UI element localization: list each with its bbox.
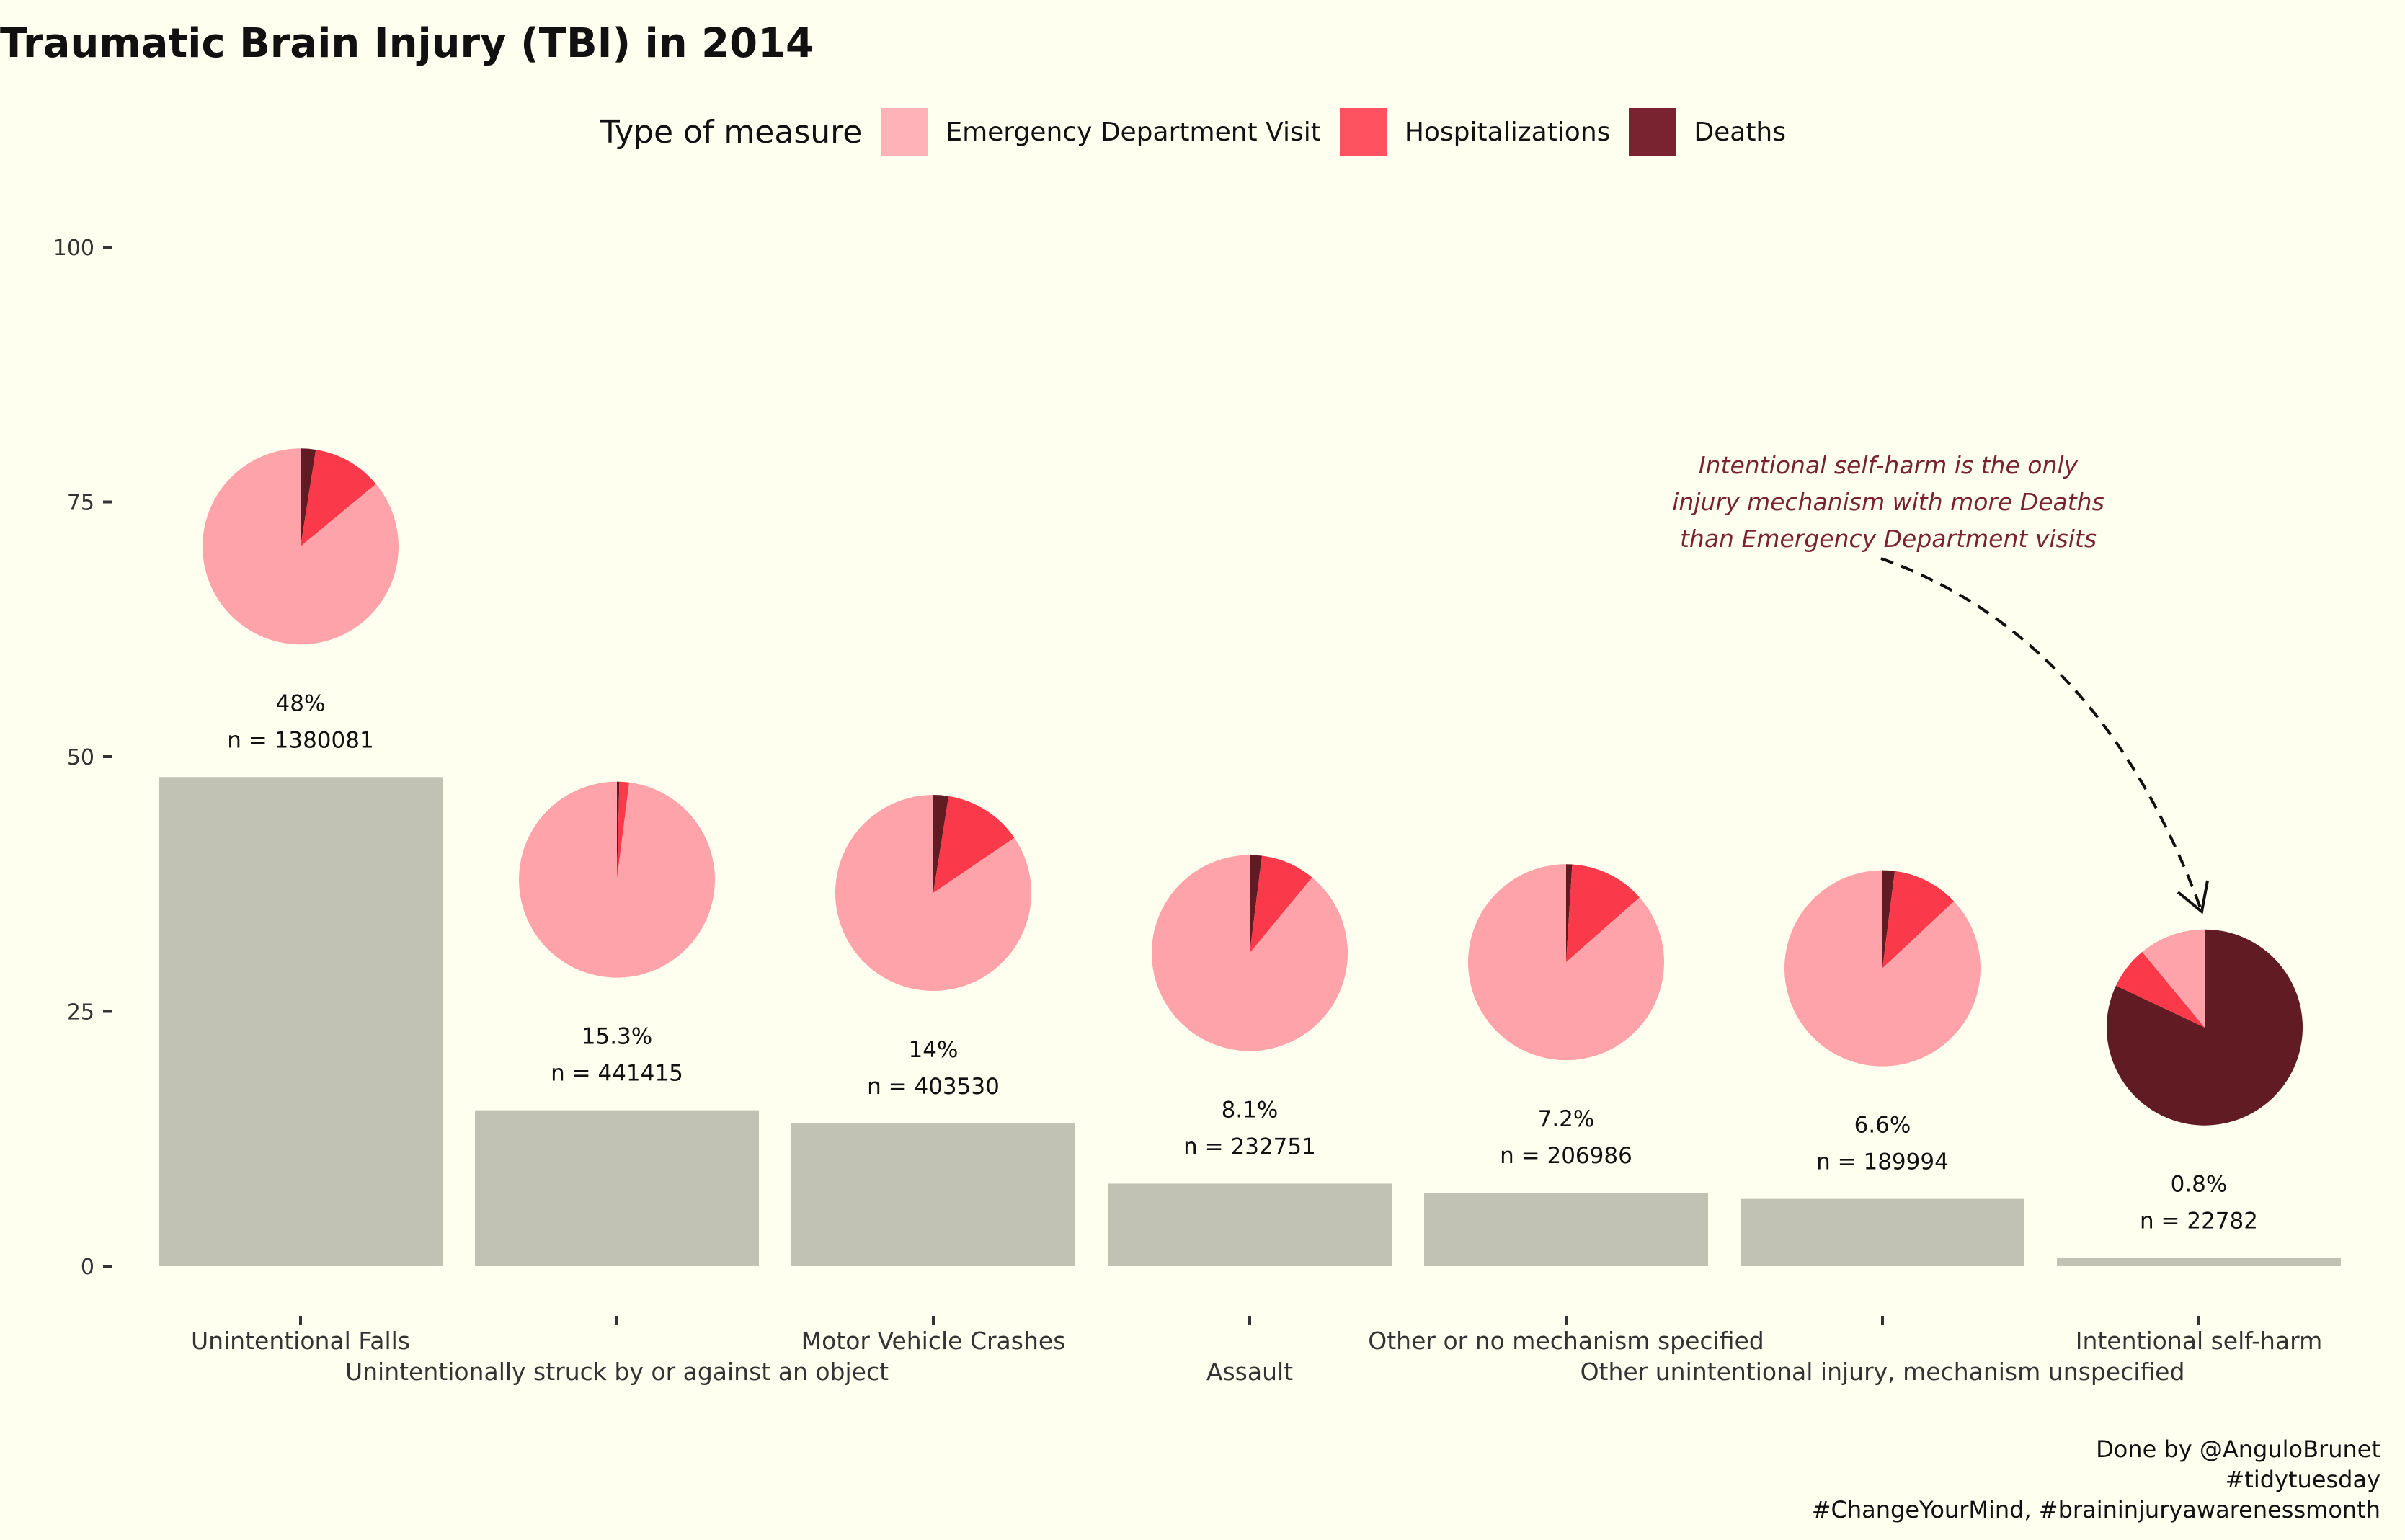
x-axis: Unintentional Falls Unintentionally struc… (191, 1316, 2322, 1386)
bar (2057, 1258, 2341, 1266)
bar-n-label: n = 1380081 (227, 727, 373, 753)
pie-chart (1784, 870, 1981, 1067)
bar-labels: 48% n = 1380081 15.3% n = 441415 14% n = 4035… (227, 690, 2258, 1234)
bar (475, 1110, 759, 1266)
legend-swatch-ed-visit (881, 108, 929, 156)
bar (1741, 1198, 2024, 1266)
pie-slice (1882, 870, 1895, 969)
bar-n-label: n = 189994 (1816, 1149, 1949, 1175)
legend-swatch-deaths (1629, 108, 1677, 156)
legend: Type of measure Emergency Department Vis… (0, 108, 2405, 156)
pie-slice (617, 781, 620, 880)
pie-slice (301, 449, 376, 547)
legend-item-deaths: Deaths (1629, 108, 1786, 156)
bar (1108, 1183, 1392, 1266)
legend-label-ed-visit: Emergency Department Visit (946, 117, 1321, 147)
pie-slice (1566, 864, 1573, 963)
pie-slice (1250, 855, 1312, 953)
legend-swatch-hospitalizations (1339, 108, 1387, 156)
annotation-text: Intentional self-harm is the only injury… (1672, 451, 2104, 553)
legend-item-hospitalizations: Hospitalizations (1339, 108, 1611, 156)
bar-n-label: n = 232751 (1183, 1134, 1316, 1160)
pie-slice (519, 781, 716, 978)
y-tick-label: 0 (81, 1255, 94, 1280)
bar-n-label: n = 206986 (1500, 1143, 1632, 1169)
bar (1424, 1193, 1708, 1266)
chart-title: Traumatic Brain Injury (TBI) in 2014 (0, 20, 814, 67)
bar-percent-label: 0.8% (2171, 1172, 2228, 1198)
caption: Done by @AnguloBrunet #tidytuesday #Chan… (1812, 1434, 2380, 1525)
bar (791, 1123, 1075, 1266)
bar-percent-label: 14% (909, 1037, 959, 1063)
caption-author: Done by @AnguloBrunet (2096, 1436, 2380, 1463)
legend-label-deaths: Deaths (1694, 117, 1787, 147)
bar-percent-label: 48% (276, 690, 326, 716)
pie-chart (835, 795, 1032, 992)
legend-title: Type of measure (600, 113, 863, 151)
x-tick-label: Unintentionally struck by or against an … (345, 1358, 889, 1386)
bar-percent-label: 6.6% (1854, 1113, 1911, 1139)
pie-chart (1152, 855, 1348, 1051)
bar-percent-label: 8.1% (1222, 1097, 1279, 1123)
x-tick-label: Assault (1206, 1358, 1293, 1386)
pie-slice (2142, 929, 2205, 1028)
pie-chart (2107, 929, 2303, 1126)
x-tick-label: Intentional self-harm (2076, 1327, 2323, 1355)
bar (159, 777, 443, 1266)
pie-chart (203, 448, 399, 645)
pie-slice (1566, 864, 1640, 963)
bar-n-label: n = 441415 (551, 1061, 683, 1087)
legend-label-hospitalizations: Hospitalizations (1404, 117, 1611, 147)
caption-hashtags: #ChangeYourMind, #braininjuryawarenessmo… (1811, 1496, 2380, 1523)
annotation-arrowhead (2177, 880, 2209, 914)
x-tick-label: Unintentional Falls (191, 1327, 410, 1355)
y-tick-label: 25 (67, 1000, 94, 1025)
y-tick-label: 100 (53, 236, 94, 261)
y-tick-label: 50 (67, 745, 94, 770)
pie-slice (835, 795, 1032, 992)
pie-slice (933, 795, 949, 894)
annotation-arrow (1880, 557, 2203, 912)
pie-slice (1468, 864, 1665, 1061)
pie-slice (1882, 871, 1955, 969)
pie-slice (2115, 951, 2205, 1028)
pie-charts (203, 448, 2303, 1126)
x-tick-label: Other or no mechanism specified (1368, 1327, 1764, 1355)
pie-chart (1468, 864, 1665, 1061)
pie-slice (203, 448, 399, 645)
legend-item-ed-visit: Emergency Department Visit (881, 108, 1321, 156)
pie-slice (617, 781, 630, 880)
pie-slice (1784, 870, 1981, 1067)
bar-n-label: n = 22782 (2140, 1209, 2258, 1234)
y-axis: 0 25 50 75 100 (53, 236, 112, 1280)
bars (159, 777, 2341, 1266)
pie-slice (1152, 855, 1348, 1051)
bar-percent-label: 7.2% (1538, 1106, 1595, 1132)
pie-chart (519, 781, 716, 978)
bar-percent-label: 15.3% (582, 1024, 652, 1050)
pie-slice (1250, 855, 1263, 953)
x-tick-label: Other unintentional injury, mechanism un… (1581, 1358, 2185, 1386)
bar-n-label: n = 403530 (867, 1074, 1000, 1100)
y-tick-label: 75 (67, 491, 94, 516)
pie-slice (301, 448, 316, 547)
x-tick-label: Motor Vehicle Crashes (801, 1327, 1066, 1355)
pie-slice (933, 796, 1015, 894)
caption-tag: #tidytuesday (2225, 1466, 2380, 1493)
